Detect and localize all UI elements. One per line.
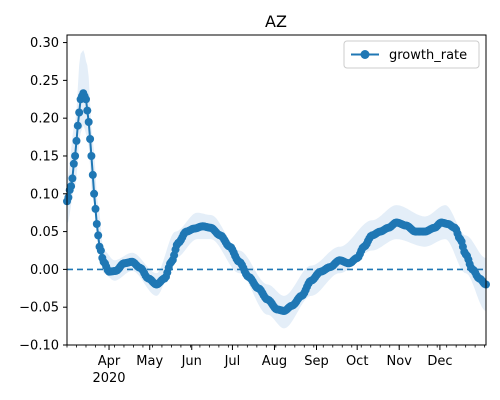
- y-tick-label: −0.05: [19, 301, 59, 316]
- legend-box: [343, 40, 480, 69]
- y-tick-label: 0.10: [30, 187, 59, 202]
- x-tick-year-label: 2020: [92, 371, 125, 386]
- x-tick-label: Dec: [427, 354, 452, 369]
- x-tick-label: Jul: [224, 354, 241, 369]
- data-point: [82, 95, 90, 104]
- data-point: [96, 246, 105, 255]
- data-point: [83, 106, 92, 115]
- x-tick-label: Oct: [346, 354, 368, 369]
- data-point: [64, 193, 73, 202]
- y-tick-label: 0.05: [30, 225, 59, 240]
- y-tick-label: 0.25: [30, 74, 59, 89]
- data-point: [71, 152, 80, 160]
- data-point: [94, 231, 103, 240]
- x-tick-label: Aug: [262, 354, 287, 369]
- x-tick-label: Sep: [304, 354, 329, 369]
- data-point: [88, 170, 97, 179]
- data-point: [75, 108, 84, 117]
- x-tick-label: Jun: [181, 354, 202, 369]
- legend-marker-swatch: [360, 50, 370, 59]
- data-point: [90, 189, 99, 198]
- plot-frame: [66, 34, 487, 346]
- axes: −0.10 −0.05 0.00 0.05 0.10 0.15 0.20 0.25 0.30 Ap…: [19, 34, 487, 386]
- data-point: [68, 174, 77, 183]
- data-point: [69, 159, 78, 168]
- data-point: [84, 118, 93, 126]
- x-tick-label: Nov: [387, 354, 413, 369]
- x-tick-label: May: [136, 354, 163, 369]
- y-tick-label: 0.00: [30, 263, 59, 278]
- y-tick-label: 0.30: [30, 36, 59, 51]
- data-point: [87, 152, 96, 160]
- legend-label: growth_rate: [389, 48, 467, 63]
- growth-rate-series: [63, 89, 490, 315]
- data-point: [72, 136, 81, 145]
- y-tick-label: 0.20: [30, 112, 59, 127]
- data-point: [91, 204, 100, 213]
- y-tick-label: −0.10: [19, 339, 59, 354]
- data-point: [92, 220, 101, 228]
- x-tick-label: Apr: [98, 354, 121, 369]
- data-point: [67, 182, 76, 191]
- data-point: [86, 135, 95, 143]
- chart-title: AZ: [265, 12, 287, 31]
- legend: growth_rate: [343, 40, 480, 69]
- y-tick-label: 0.15: [30, 149, 59, 164]
- data-point: [73, 121, 82, 130]
